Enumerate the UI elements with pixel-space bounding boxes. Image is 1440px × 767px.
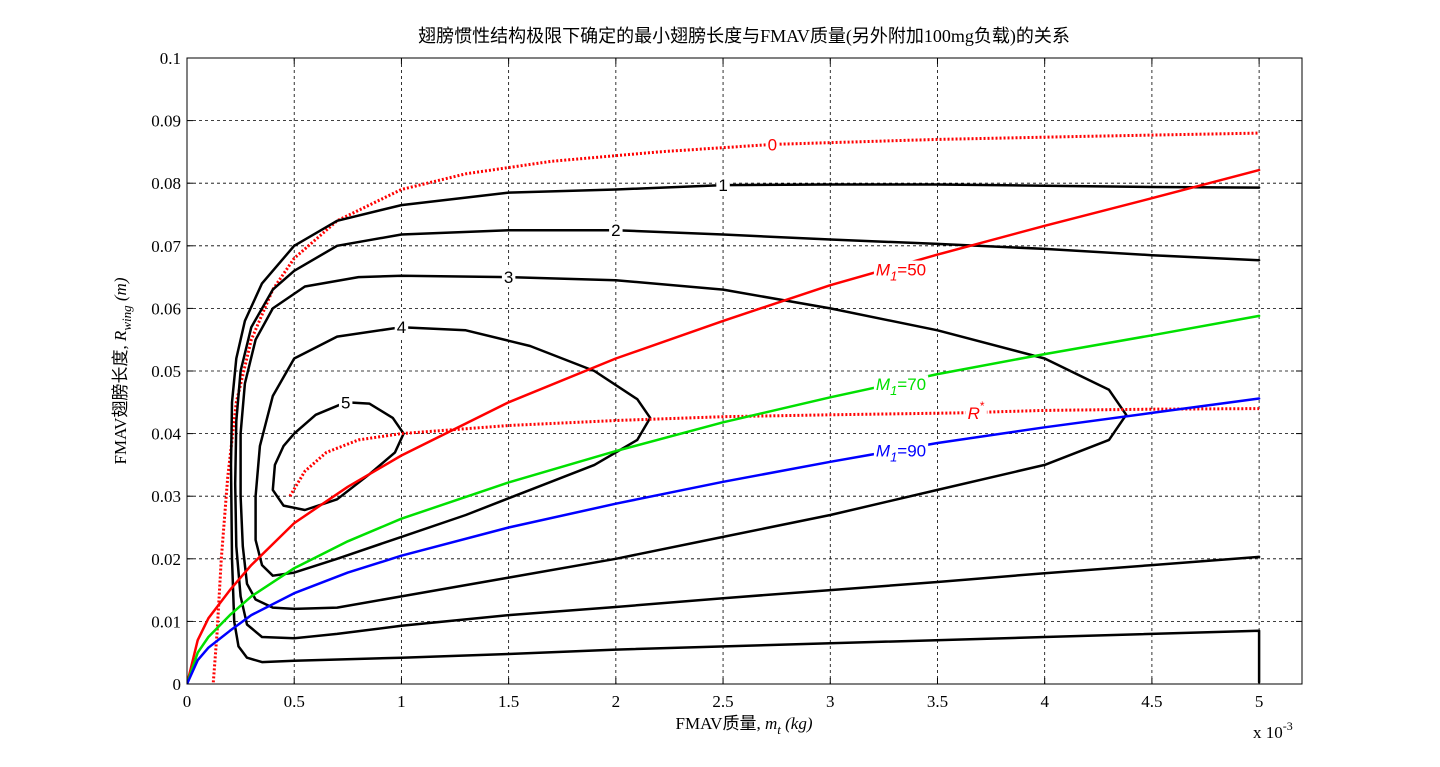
series-curve-2 [233,228,1261,640]
curve-label-4: 4 [394,318,409,338]
y-ticks: 0 0.01 0.02 0.03 0.04 0.05 0.06 0.07 0.08 0.09 0.1 [151,49,1302,694]
curve-label-2: 2 [609,221,623,241]
series-curve-3 [239,274,1128,611]
svg-text:0: 0 [768,135,777,154]
plot-background [187,58,1302,684]
svg-text:4: 4 [397,318,406,337]
y-tick-label: 0.05 [151,362,181,381]
curve-label-1: 1 [716,176,730,196]
y-axis-label: FMAV翅膀长度, Rwing (m) [111,277,134,464]
x-axis-multiplier: x 10-3 [1253,719,1293,742]
y-tick-label: 0.06 [151,299,181,318]
curves [187,131,1261,684]
curve-label-3: 3 [501,268,516,288]
x-tick-label: 4 [1040,692,1049,711]
x-tick-label: 5 [1255,692,1264,711]
y-tick-label: 0.09 [151,112,181,131]
plot-area [187,58,1302,684]
x-tick-label: 0.5 [284,692,305,711]
curve-label-9: M1=90 [873,441,929,465]
svg-text:M1=90: M1=90 [876,442,926,465]
y-tick-label: 0.01 [151,612,181,631]
series-curve-7 [187,168,1261,684]
x-tick-label: 0 [183,692,192,711]
x-tick-label: 2.5 [712,692,733,711]
svg-text:3: 3 [504,268,513,287]
svg-text:1: 1 [718,176,727,195]
curve-label-5: 5 [338,393,353,413]
x-tick-label: 1 [397,692,406,711]
x-tick-label: 4.5 [1141,692,1162,711]
y-tick-label: 0.03 [151,487,181,506]
y-tick-label: 0.1 [160,49,181,68]
y-tick-label: 0.02 [151,550,181,569]
series-curve-9 [187,397,1261,684]
svg-text:M1=70: M1=70 [876,375,926,398]
series-curve-8 [187,314,1261,684]
x-tick-label: 1.5 [498,692,519,711]
y-tick-label: 0.07 [151,237,181,256]
svg-text:M1=50: M1=50 [876,261,926,284]
y-tick-label: 0.08 [151,174,181,193]
series-curve-1 [229,183,1261,684]
svg-text:2: 2 [611,221,620,240]
chart-title: 翅膀惯性结构极限下确定的最小翅膀长度与FMAV质量(另外附加100mg负载)的关… [418,26,1070,47]
svg-text:5: 5 [341,393,350,412]
svg-text:R*: R* [968,399,985,423]
x-tick-label: 3.5 [927,692,948,711]
curve-label-0: 0 [765,135,780,155]
y-tick-label: 0 [173,675,182,694]
grid [187,58,1302,684]
x-tick-label: 2 [612,692,621,711]
curve-label-6: R* [965,398,987,423]
y-tick-label: 0.04 [151,425,181,444]
x-tick-label: 3 [826,692,835,711]
x-axis-label: FMAV质量, mt (kg) [676,714,813,737]
x-ticks: 0 0.5 1 1.5 2 2.5 3 3.5 4 4.5 5 [183,58,1264,711]
series-curve-6 [288,407,1260,497]
curve-label-7: M1=50 [873,260,929,284]
curve-label-8: M1=70 [873,375,929,399]
curve-labels: 0 1 2 3 4 5 R* M1=50 M1=70 M1=90 [338,135,987,465]
